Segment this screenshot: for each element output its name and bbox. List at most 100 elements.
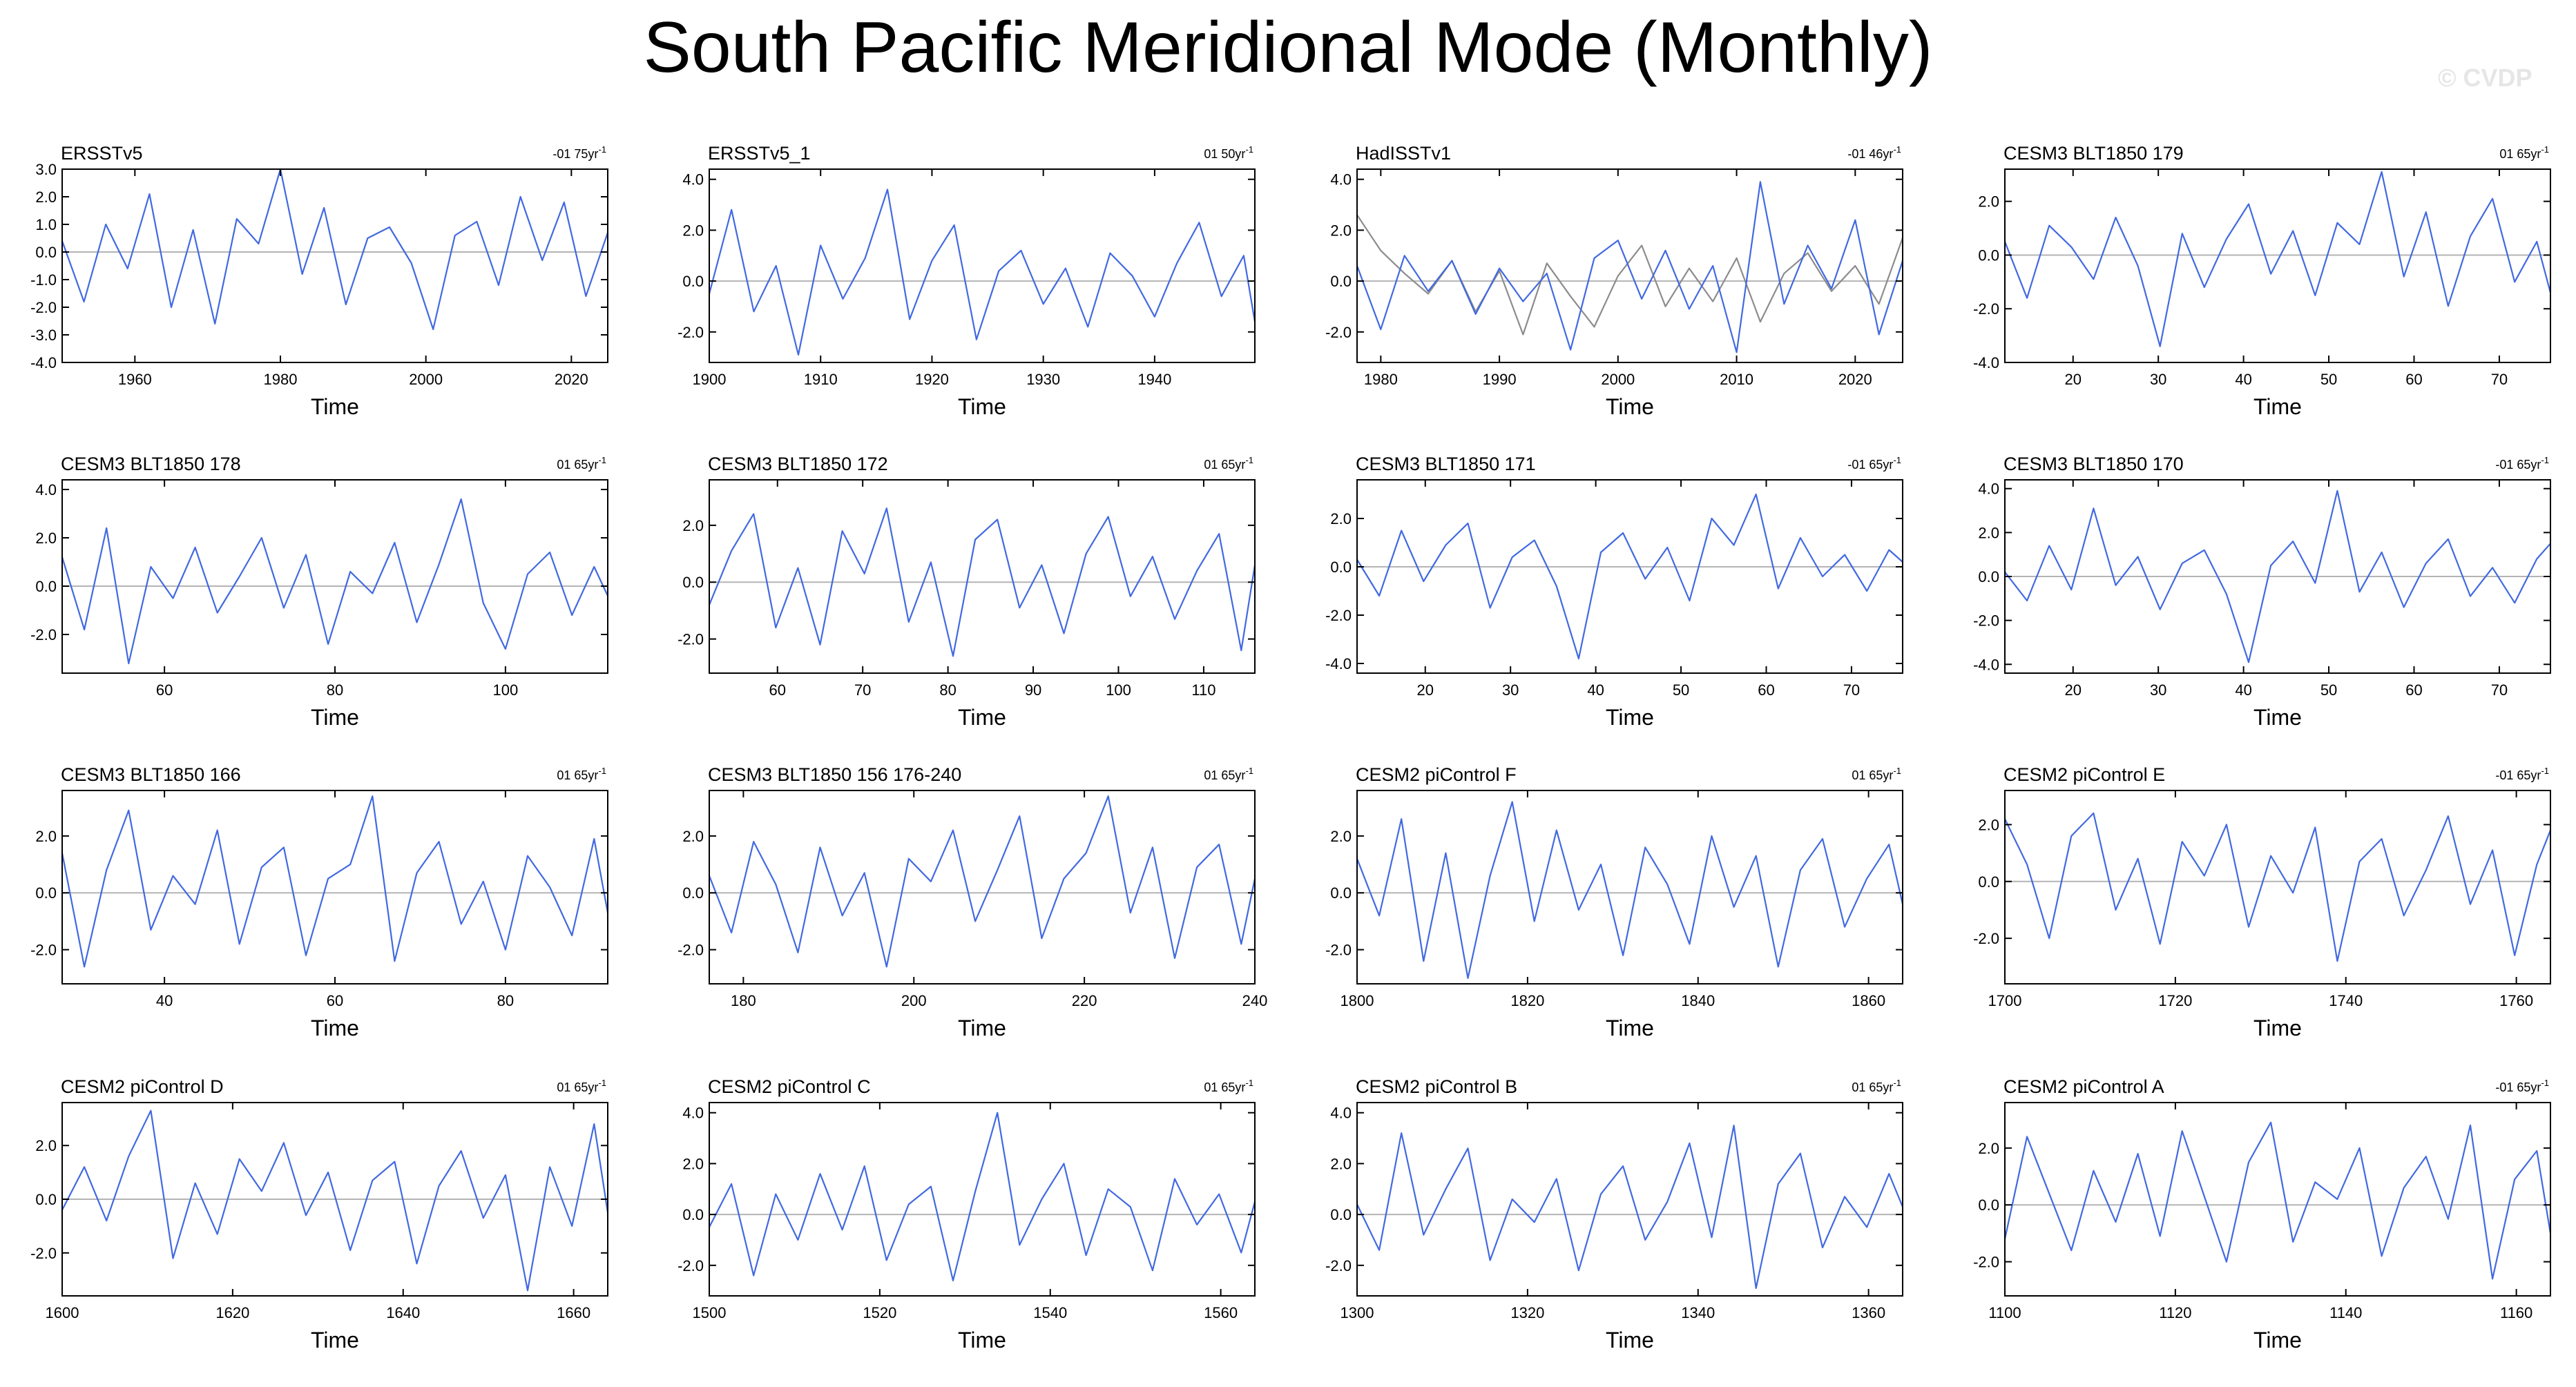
y-tick-label: -3.0 — [30, 327, 57, 344]
y-tick-label: -1.0 — [30, 271, 57, 289]
x-tick-label: 1640 — [386, 1304, 420, 1321]
x-axis-label: Time — [1606, 705, 1654, 730]
y-tick-label: 2.0 — [682, 1155, 704, 1172]
trend-exponent: -1 — [1893, 455, 1901, 465]
x-tick-label: 1980 — [264, 371, 298, 388]
trend-exponent: -1 — [1245, 1078, 1253, 1088]
x-axis-label: Time — [311, 1328, 359, 1352]
plot-frame — [61, 790, 608, 985]
x-tick-label: 1840 — [1681, 992, 1715, 1009]
y-tick-label: -2.0 — [677, 942, 704, 959]
chart-panel: -2.0 0.0 2.0 4.0 1900 1910 1920 1930 1940 ERSSTv5… — [677, 143, 1256, 419]
trend-exponent: -1 — [598, 455, 606, 465]
x-tick-label: 50 — [2320, 371, 2337, 388]
x-tick-label: 1140 — [2329, 1304, 2362, 1321]
y-tick-label: 0.0 — [1978, 1196, 1999, 1214]
x-tick-label: 1520 — [863, 1304, 896, 1321]
x-tick-label: 200 — [901, 992, 927, 1009]
x-tick-label: 1990 — [1483, 371, 1517, 388]
y-tick-label: 0.0 — [1330, 1206, 1352, 1223]
y-tick-label: 2.0 — [1978, 1140, 1999, 1157]
x-tick-label: 1920 — [915, 371, 949, 388]
x-tick-label: 40 — [2235, 371, 2251, 388]
x-tick-label: 2000 — [1601, 371, 1635, 388]
chart-panel: -4.0 -2.0 0.0 2.0 20 30 40 50 60 70 CESM3 BLT1850 … — [1973, 143, 2552, 419]
panel-title: CESM3 BLT1850 170 — [2003, 454, 2184, 474]
y-tick-label: 3.0 — [35, 161, 57, 178]
y-tick-label: 0.0 — [35, 578, 57, 595]
x-tick-label: 1800 — [1340, 992, 1374, 1009]
x-tick-label: 60 — [1758, 681, 1774, 699]
x-tick-label: 1900 — [693, 371, 727, 388]
x-tick-label: 70 — [2491, 371, 2508, 388]
x-axis-label: Time — [1606, 1328, 1654, 1352]
x-axis-label: Time — [958, 1328, 1006, 1352]
x-tick-label: 1700 — [1988, 992, 2022, 1009]
panel-title: CESM3 BLT1850 179 — [2003, 143, 2184, 164]
x-tick-label: 60 — [2405, 371, 2422, 388]
x-tick-label: 60 — [2405, 681, 2422, 699]
series-line — [708, 507, 1256, 657]
page-title: South Pacific Meridional Mode (Monthly) — [643, 8, 1933, 88]
x-tick-label: 60 — [769, 681, 786, 699]
x-tick-label: 70 — [2491, 681, 2508, 699]
series-line — [709, 1112, 1256, 1282]
trend-value: 01 65yr — [1204, 1080, 1245, 1094]
series-line — [61, 795, 609, 968]
plot-frame — [1356, 479, 1903, 674]
panel-title: CESM3 BLT1850 172 — [708, 454, 888, 474]
y-tick-label: -2.0 — [30, 942, 57, 959]
y-tick-label: 0.0 — [1330, 273, 1352, 290]
panel-title: ERSSTv5_1 — [708, 143, 811, 164]
x-tick-label: 70 — [1843, 681, 1860, 699]
trend-annotation: 01 65yr-1 — [1204, 1078, 1253, 1094]
trend-value: -01 65yr — [2495, 1080, 2541, 1094]
x-tick-label: 1910 — [804, 371, 838, 388]
y-tick-label: -2.0 — [1973, 930, 1999, 947]
series-line — [1356, 1125, 1904, 1290]
y-tick-label: 2.0 — [1978, 524, 1999, 541]
panel-title: CESM3 BLT1850 166 — [61, 764, 241, 785]
y-tick-label: 2.0 — [35, 828, 57, 845]
y-tick-label: 2.0 — [1978, 193, 1999, 211]
trend-exponent: -1 — [1245, 455, 1253, 465]
chart-panel: -2.0 0.0 2.0 1700 1720 1740 1760 CESM2 piContro… — [1973, 764, 2552, 1040]
panel-title: CESM3 BLT1850 156 176-240 — [708, 764, 961, 785]
y-tick-label: 4.0 — [35, 481, 57, 498]
x-tick-label: 2010 — [1720, 371, 1753, 388]
trend-value: -01 46yr — [1847, 147, 1893, 161]
y-tick-label: 2.0 — [35, 188, 57, 206]
y-tick-label: 0.0 — [682, 273, 704, 290]
trend-exponent: -1 — [598, 1078, 606, 1088]
x-tick-label: 240 — [1242, 992, 1268, 1009]
x-tick-label: 1600 — [46, 1304, 79, 1321]
y-tick-label: 2.0 — [1330, 510, 1352, 527]
x-axis-label: Time — [311, 394, 359, 419]
trend-value: 01 65yr — [1204, 458, 1245, 472]
x-tick-label: 50 — [2320, 681, 2337, 699]
x-tick-label: 180 — [731, 992, 756, 1009]
x-tick-label: 1160 — [2500, 1304, 2532, 1321]
x-axis-label: Time — [2253, 1016, 2302, 1040]
y-tick-label: -2.0 — [30, 626, 57, 643]
trend-exponent: -1 — [598, 144, 606, 155]
trend-exponent: -1 — [1245, 144, 1253, 155]
plot-frame — [61, 479, 608, 674]
trend-annotation: 01 65yr-1 — [1852, 766, 1901, 782]
y-tick-label: -2.0 — [30, 299, 57, 316]
trend-annotation: 01 65yr-1 — [1852, 1078, 1901, 1094]
plot-frame — [61, 168, 608, 363]
trend-annotation: 01 65yr-1 — [1204, 455, 1253, 472]
x-axis-label: Time — [311, 705, 359, 730]
y-tick-label: -2.0 — [677, 1257, 704, 1274]
series-line — [708, 795, 1256, 968]
trend-annotation: -01 46yr-1 — [1847, 144, 1901, 161]
x-tick-label: 1500 — [693, 1304, 727, 1321]
x-tick-label: 90 — [1025, 681, 1041, 699]
x-tick-label: 1540 — [1033, 1304, 1067, 1321]
x-tick-label: 100 — [1106, 681, 1131, 699]
trend-value: 01 65yr — [1204, 768, 1245, 782]
trend-exponent: -1 — [2541, 455, 2549, 465]
chart-panel: -4.0 -2.0 0.0 2.0 4.0 20 30 40 50 60 70 CESM3 BLT18… — [1973, 454, 2551, 730]
trend-value: -01 75yr — [552, 147, 598, 161]
